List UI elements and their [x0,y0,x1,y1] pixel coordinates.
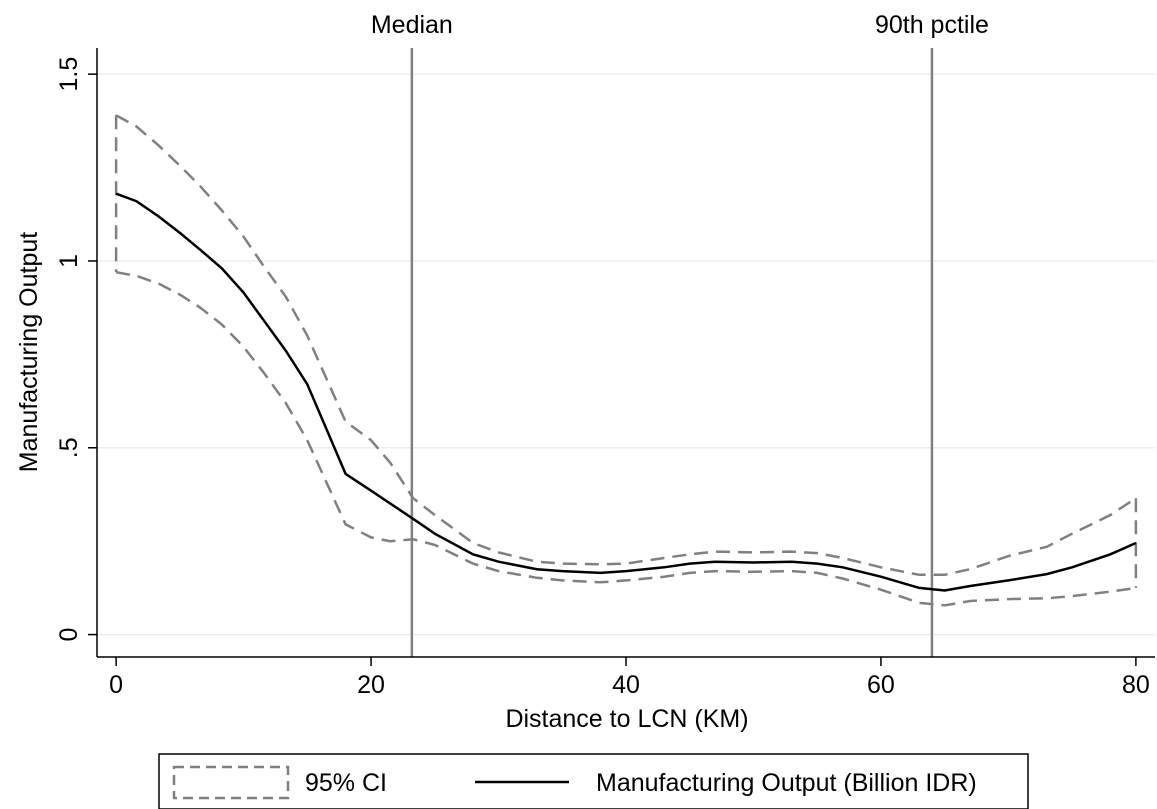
series-lines [115,192,1137,592]
legend: 95% CI Manufacturing Output (Billion IDR… [158,753,1029,809]
legend-entry-ci: 95% CI [172,765,387,800]
ci-upper-line [115,114,1137,577]
reference-lines: Median 90th pctile [371,11,989,657]
y-tick-label: 1.5 [55,57,83,92]
ci-band [114,114,1138,607]
legend-label-output: Manufacturing Output (Billion IDR) [596,769,977,797]
ci-lower-line [115,270,1137,607]
x-tick-label: 20 [357,671,385,699]
x-tick-label: 0 [109,671,123,699]
legend-box [158,753,1029,809]
grid-lines [97,73,1155,636]
x-axis-title: Distance to LCN (KM) [505,705,748,733]
legend-label-ci: 95% CI [305,769,387,797]
series-line-output [115,192,1137,592]
reference-line-label: Median [371,11,453,39]
reference-line-label: 90th pctile [875,11,989,39]
y-tick-label: 1 [55,254,83,268]
x-tick-label: 60 [867,671,895,699]
y-tick-label: 0 [55,628,83,642]
x-tick-label: 40 [612,671,640,699]
y-tick-label: .5 [55,437,83,458]
x-tick-label: 80 [1122,671,1150,699]
legend-entry-output: Manufacturing Output (Billion IDR) [475,769,977,797]
legend-swatch-ci [172,765,290,800]
axes: 0 .5 1 1.5 0 20 40 60 80 [55,48,1155,699]
y-axis-title: Manufacturing Output [15,232,43,472]
